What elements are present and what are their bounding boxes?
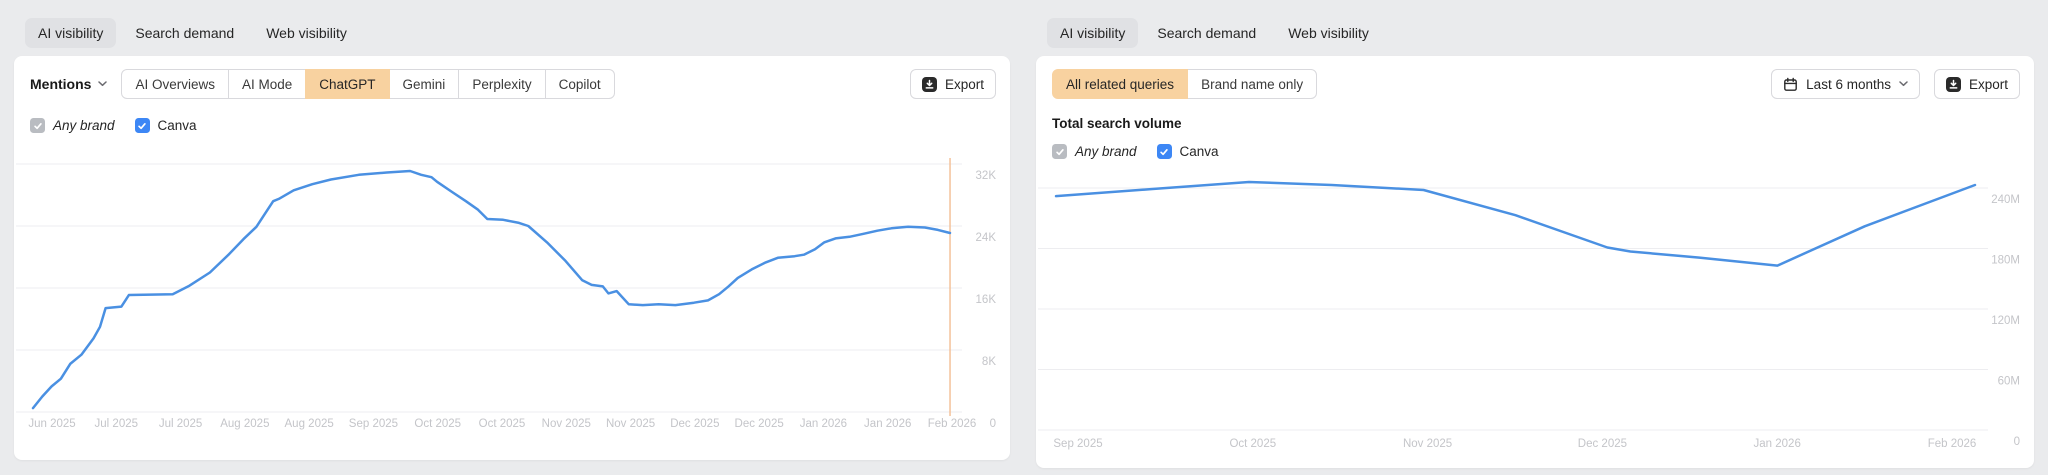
tab-web-visibility[interactable]: Web visibility xyxy=(253,18,360,48)
tab-ai-visibility[interactable]: AI visibility xyxy=(1047,18,1139,48)
x-axis-tick: Dec 2025 xyxy=(735,418,784,430)
any-brand-label: Any brand xyxy=(1075,144,1137,159)
mentions-line-chart[interactable]: 32K 24K 16K 8K 0 Jun 2025 Jul 2025 Jul 2025 Aug … xyxy=(14,150,1010,440)
calendar-icon xyxy=(1783,77,1798,92)
x-axis-tick: Jan 2026 xyxy=(1754,438,1801,450)
brand-filters: Any brand Canva xyxy=(14,99,1010,133)
left-tab-bar: AI visibility Search demand Web visibili… xyxy=(14,10,1010,56)
chevron-down-icon xyxy=(1899,81,1908,87)
x-axis-tick: Oct 2025 xyxy=(1229,438,1276,450)
any-brand-checkbox-checked[interactable] xyxy=(1052,144,1067,159)
x-axis-tick: Jan 2026 xyxy=(864,418,911,430)
x-axis-tick: Sep 2025 xyxy=(349,418,398,430)
export-button[interactable]: Export xyxy=(1933,69,2020,99)
canva-checkbox-checked[interactable] xyxy=(1156,144,1172,159)
segment-all-related-queries[interactable]: All related queries xyxy=(1052,69,1189,99)
y-axis-tick: 24K xyxy=(976,232,997,244)
y-axis-tick: 32K xyxy=(976,170,997,182)
search-volume-toolbar: All related queries Brand name only Last… xyxy=(1036,56,2034,99)
x-axis-tick: Feb 2026 xyxy=(1928,438,1977,450)
canva-filter[interactable]: Canva xyxy=(1156,144,1219,159)
check-icon xyxy=(1160,148,1168,155)
check-icon xyxy=(138,122,146,129)
export-button-label: Export xyxy=(1968,76,2008,92)
y-axis-tick: 16K xyxy=(976,294,997,306)
chevron-down-icon xyxy=(98,81,108,87)
x-axis-tick: Oct 2025 xyxy=(479,418,526,430)
x-axis-tick: Aug 2025 xyxy=(285,418,334,430)
x-axis-tick: Nov 2025 xyxy=(542,418,591,430)
y-axis-tick: 120M xyxy=(1991,315,2020,327)
x-axis-tick: Nov 2025 xyxy=(1403,438,1452,450)
right-tab-bar: AI visibility Search demand Web visibili… xyxy=(1036,10,2034,56)
segment-copilot[interactable]: Copilot xyxy=(544,69,615,99)
export-button[interactable]: Export xyxy=(909,69,996,99)
date-range-label: Last 6 months xyxy=(1806,76,1891,92)
check-icon xyxy=(1055,148,1064,155)
y-axis-tick: 0 xyxy=(2014,436,2020,448)
canva-filter[interactable]: Canva xyxy=(134,118,197,133)
search-volume-panel: AI visibility Search demand Web visibili… xyxy=(1036,10,2034,468)
x-axis-tick: Oct 2025 xyxy=(414,418,461,430)
tab-web-visibility[interactable]: Web visibility xyxy=(1275,18,1382,48)
segment-chatgpt[interactable]: ChatGPT xyxy=(305,69,390,99)
any-brand-filter[interactable]: Any brand xyxy=(30,118,115,133)
x-axis-tick: Feb 2026 xyxy=(928,418,977,430)
canva-label: Canva xyxy=(1179,144,1219,159)
mentions-toolbar: Mentions AI Overviews AI Mode ChatGPT Ge… xyxy=(14,56,1010,99)
export-button-label: Export xyxy=(944,76,984,92)
mentions-panel: AI visibility Search demand Web visibili… xyxy=(14,10,1010,468)
download-icon xyxy=(1945,76,1961,92)
segment-ai-overviews[interactable]: AI Overviews xyxy=(121,69,229,99)
search-volume-line-chart[interactable]: 240M 180M 120M 60M 0 Sep 2025 Oct 2025 Nov 2025… xyxy=(1036,170,2034,460)
chart-title: Total search volume xyxy=(1052,116,1182,131)
canva-checkbox-checked[interactable] xyxy=(134,118,150,133)
x-axis-tick: Dec 2025 xyxy=(1578,438,1627,450)
x-axis-tick: Aug 2025 xyxy=(220,418,269,430)
y-axis-tick: 0 xyxy=(990,418,996,430)
x-axis-tick: Sep 2025 xyxy=(1053,438,1102,450)
x-axis-tick: Nov 2025 xyxy=(606,418,655,430)
mentions-card: Mentions AI Overviews AI Mode ChatGPT Ge… xyxy=(14,56,1010,460)
metric-dropdown-label: Mentions xyxy=(30,76,92,92)
segment-perplexity[interactable]: Perplexity xyxy=(458,69,546,99)
segment-brand-name-only[interactable]: Brand name only xyxy=(1187,69,1318,99)
series-line-canva xyxy=(1054,180,1977,267)
tab-ai-visibility[interactable]: AI visibility xyxy=(25,18,117,48)
any-brand-checkbox-checked[interactable] xyxy=(30,118,45,133)
y-axis-tick: 180M xyxy=(1991,255,2020,267)
y-axis-tick: 60M xyxy=(1998,376,2020,388)
x-axis-tick: Jan 2026 xyxy=(800,418,847,430)
y-axis-tick: 8K xyxy=(982,356,996,368)
y-axis-tick: 240M xyxy=(1991,194,2020,206)
segment-gemini[interactable]: Gemini xyxy=(388,69,460,99)
metric-dropdown[interactable]: Mentions xyxy=(30,76,108,92)
x-axis-tick: Jul 2025 xyxy=(159,418,202,430)
x-axis-tick: Jun 2025 xyxy=(28,418,75,430)
ai-source-segmented-control: AI Overviews AI Mode ChatGPT Gemini Perp… xyxy=(121,69,615,99)
brand-filters: Any brand Canva xyxy=(1036,131,2034,159)
x-axis-tick: Dec 2025 xyxy=(670,418,719,430)
segment-ai-mode[interactable]: AI Mode xyxy=(227,69,307,99)
tab-search-demand[interactable]: Search demand xyxy=(122,18,247,48)
any-brand-label: Any brand xyxy=(53,118,115,133)
date-range-button[interactable]: Last 6 months xyxy=(1771,69,1920,99)
check-icon xyxy=(33,122,42,129)
tab-search-demand[interactable]: Search demand xyxy=(1144,18,1269,48)
query-scope-segmented-control: All related queries Brand name only xyxy=(1052,69,1318,99)
x-axis-tick: Jul 2025 xyxy=(95,418,138,430)
search-volume-card: All related queries Brand name only Last… xyxy=(1036,56,2034,468)
series-line-canva xyxy=(31,169,952,410)
any-brand-filter[interactable]: Any brand xyxy=(1052,144,1137,159)
download-icon xyxy=(921,76,937,92)
canva-label: Canva xyxy=(157,118,197,133)
